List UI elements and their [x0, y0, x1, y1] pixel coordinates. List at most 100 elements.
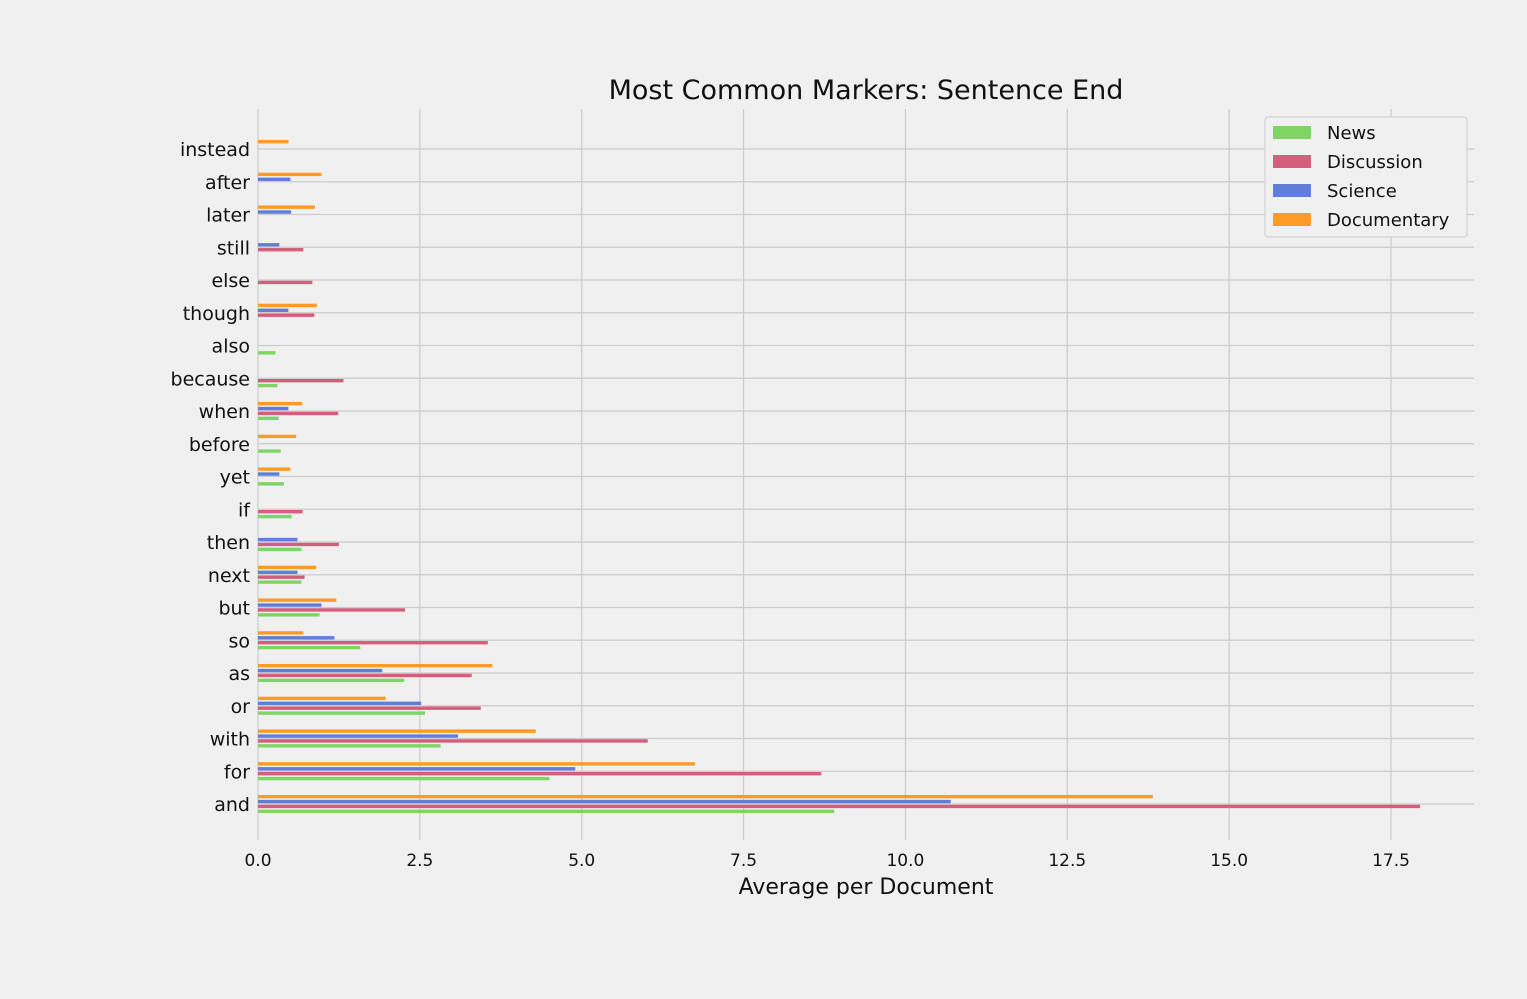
bar-science-with [258, 734, 459, 738]
x-tick-0: 0.0 [244, 851, 271, 871]
legend-swatch-discussion [1273, 155, 1311, 168]
y-tick-instead: instead [180, 139, 250, 161]
y-tick-yet: yet [220, 467, 250, 489]
bar-news-also [258, 351, 276, 355]
bar-news-and [258, 809, 835, 814]
legend-label-documentary: Documentary [1327, 210, 1450, 231]
bar-discussion-else [258, 280, 313, 285]
x-tick-5: 12.5 [1048, 851, 1086, 871]
x-tick-7: 17.5 [1372, 851, 1410, 871]
bar-documentary-yet [258, 467, 291, 471]
bar-news-or [258, 711, 426, 715]
bar-discussion-so [258, 641, 488, 645]
legend: News Discussion Science Documentary [1264, 116, 1468, 238]
y-tick-though: though [183, 303, 250, 325]
bar-documentary-or [258, 696, 386, 701]
bar-news-but [258, 613, 320, 617]
bar-discussion-then [258, 542, 339, 547]
bar-news-because [258, 383, 278, 388]
y-tick-after: after [205, 172, 250, 194]
y-tick-with: with [210, 729, 250, 751]
bar-news-yet [258, 482, 284, 486]
chart-title: Most Common Markers: Sentence End [609, 75, 1124, 106]
bar-science-then [258, 537, 298, 542]
bar-discussion-but [258, 608, 405, 612]
x-tick-6: 15.0 [1210, 851, 1248, 871]
bar-documentary-before [258, 434, 297, 439]
bar-news-then [258, 547, 302, 552]
bar-science-as [258, 668, 383, 673]
y-tick-still: still [217, 237, 250, 259]
bar-documentary-and [258, 794, 1153, 799]
bar-documentary-after [258, 172, 322, 177]
y-tick-for: for [224, 761, 250, 783]
y-tick-as: as [228, 663, 250, 685]
y-tick-when: when [199, 401, 250, 423]
bar-documentary-instead [258, 139, 289, 144]
x-axis-label: Average per Document [739, 875, 994, 900]
bar-science-and [258, 799, 951, 804]
bar-discussion-still [258, 248, 304, 252]
bar-documentary-but [258, 598, 337, 602]
bar-news-for [258, 776, 550, 781]
y-tick-also: also [212, 336, 250, 358]
bar-discussion-because [258, 379, 344, 383]
y-tick-labels: and for with or as so but next then if yet before wh… [171, 139, 252, 816]
bar-news-with [258, 744, 441, 748]
x-tick-2: 5.0 [568, 851, 595, 871]
bar-documentary-when [258, 401, 303, 406]
bar-science-when [258, 406, 289, 411]
y-tick-later: later [206, 205, 250, 227]
y-tick-so: so [228, 630, 250, 652]
legend-swatch-science [1273, 184, 1311, 197]
bar-science-yet [258, 472, 280, 476]
bar-news-before [258, 449, 281, 453]
bar-discussion-for [258, 772, 822, 776]
bar-science-later [258, 210, 292, 214]
bar-documentary-later [258, 205, 315, 209]
bar-science-for [258, 767, 576, 771]
bar-news-as [258, 678, 405, 683]
bar-documentary-though [258, 303, 317, 308]
bar-news-if [258, 514, 292, 519]
legend-label-science: Science [1327, 181, 1397, 202]
y-tick-next: next [208, 565, 250, 587]
bar-documentary-for [258, 762, 696, 766]
legend-frame [1264, 116, 1468, 238]
bars [258, 139, 1421, 814]
legend-swatch-documentary [1273, 213, 1311, 226]
y-tick-else: else [211, 270, 250, 292]
bar-discussion-and [258, 804, 1421, 809]
x-tick-1: 2.5 [406, 851, 433, 871]
y-tick-then: then [207, 532, 250, 554]
y-tick-because: because [171, 368, 250, 390]
bar-science-so [258, 636, 335, 640]
bar-science-after [258, 177, 291, 181]
bar-discussion-though [258, 313, 315, 317]
x-tick-3: 7.5 [730, 851, 757, 871]
bar-documentary-so [258, 631, 304, 635]
bar-news-next [258, 580, 302, 584]
legend-label-discussion: Discussion [1327, 152, 1423, 173]
bar-news-so [258, 645, 361, 650]
x-tick-labels: 0.0 2.5 5.0 7.5 10.0 12.5 15.0 17.5 [244, 851, 1409, 871]
bar-science-next [258, 570, 298, 574]
y-tick-but: but [218, 598, 250, 620]
bar-discussion-or [258, 706, 481, 710]
bar-discussion-if [258, 510, 303, 514]
bar-documentary-as [258, 663, 493, 668]
bar-discussion-when [258, 411, 339, 416]
bar-science-but [258, 603, 322, 607]
legend-swatch-news [1273, 126, 1311, 139]
y-tick-before: before [189, 434, 250, 456]
legend-label-news: News [1327, 123, 1376, 144]
bar-science-though [258, 308, 289, 312]
bar-documentary-next [258, 565, 317, 570]
bar-discussion-as [258, 673, 472, 678]
y-tick-and: and [214, 794, 250, 816]
bar-science-or [258, 701, 422, 705]
bar-discussion-next [258, 575, 305, 579]
bar-discussion-with [258, 739, 648, 743]
y-tick-or: or [231, 696, 251, 718]
